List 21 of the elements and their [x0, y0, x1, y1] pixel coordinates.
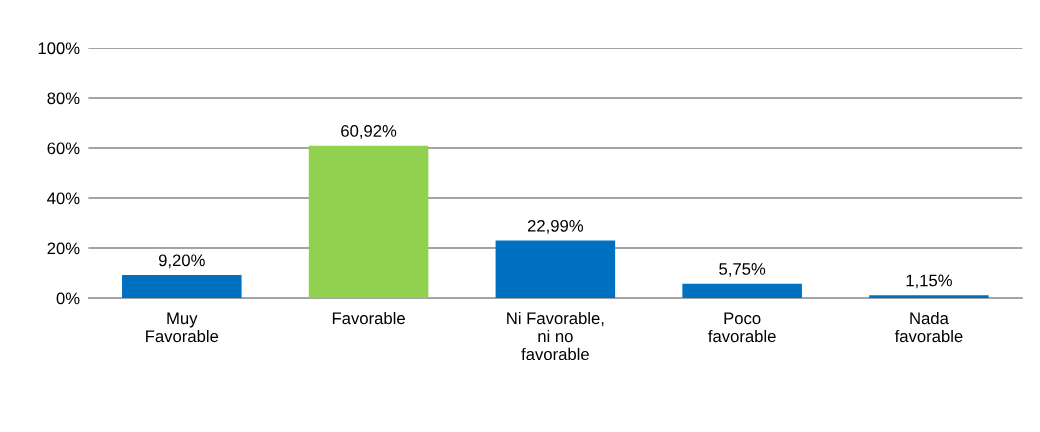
y-tick-label: 60%	[47, 142, 80, 155]
x-tick-label: Muy Favorable	[146, 312, 219, 343]
x-tick-label: Ni Favorable, ni no favorable	[507, 311, 604, 361]
bar	[308, 145, 429, 299]
x-tick-label: Poco favorable	[708, 312, 776, 343]
bar	[122, 275, 242, 299]
y-tick-label: 80%	[47, 92, 80, 105]
y-tick-label: 20%	[47, 242, 80, 255]
data-label: 60,92%	[341, 125, 397, 139]
data-label: 22,99%	[527, 219, 584, 234]
data-label: 5,75%	[719, 263, 766, 277]
x-tick-label: Favorable	[332, 311, 405, 325]
data-label: 9,20%	[158, 254, 205, 269]
x-tick-label: Nada favorable	[894, 311, 963, 343]
y-tick-label: 0%	[56, 292, 80, 305]
y-tick-label: 40%	[47, 192, 80, 205]
data-label: 1,15%	[906, 274, 952, 289]
y-tick-label: 100%	[38, 42, 80, 55]
bar	[682, 283, 802, 299]
bar	[495, 240, 616, 299]
bar	[869, 295, 989, 299]
